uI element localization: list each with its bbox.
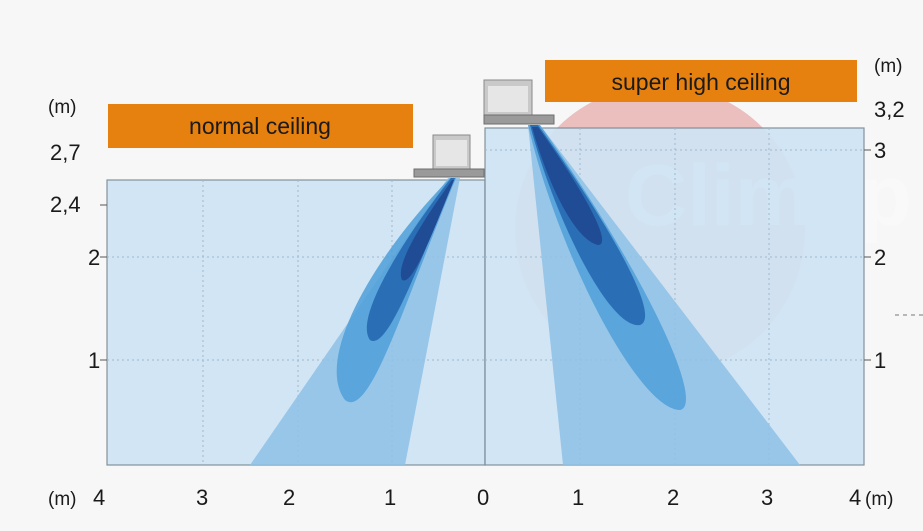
right-tick-3: 3 [874,138,886,163]
bottom-tick: 4 [93,485,105,510]
right-tick-1: 1 [874,348,886,373]
airflow-plume-normal [250,178,460,465]
bottom-unit-right: (m) [865,489,893,510]
bottom-tick: 2 [283,485,295,510]
plume-core [400,180,454,281]
right-axis: (m) 3,2 3 2 1 [864,56,923,373]
ceiling-cassette-icon [483,79,555,125]
bottom-tick: 0 [477,485,489,510]
label-super-high-ceiling: super high ceiling [545,60,857,102]
bottom-unit-left: (m) [48,489,76,510]
banner-normal-ceiling [108,104,413,148]
bottom-tick: 1 [572,485,584,510]
bottom-tick: 3 [196,485,208,510]
left-tick-2-7: 2,7 [50,140,81,165]
bottom-tick: 4 [849,485,861,510]
label-normal-ceiling: normal ceiling [108,104,413,148]
left-axis-unit: (m) [48,97,76,118]
bottom-tick: 3 [761,485,773,510]
left-tick-1: 1 [88,348,100,373]
airflow-plume-super-high [528,125,800,465]
bottom-tick: 2 [667,485,679,510]
ceiling-cassette-icon [413,134,485,178]
right-axis-unit: (m) [874,56,902,77]
right-tick-3-2: 3,2 [874,97,905,122]
left-axis: (m) 2,7 2,4 2 1 [48,97,107,373]
normal-ceiling-text: normal ceiling [189,113,331,139]
plume-core [532,127,603,245]
left-tick-2: 2 [88,245,100,270]
bottom-tick: 1 [384,485,396,510]
banner-super-high-ceiling [545,60,857,102]
super-high-ceiling-text: super high ceiling [611,69,790,95]
bottom-axis: (m) 4 3 2 1 0 1 2 3 4 (m) [48,485,893,510]
right-tick-2: 2 [874,245,886,270]
left-tick-2-4: 2,4 [50,192,81,217]
